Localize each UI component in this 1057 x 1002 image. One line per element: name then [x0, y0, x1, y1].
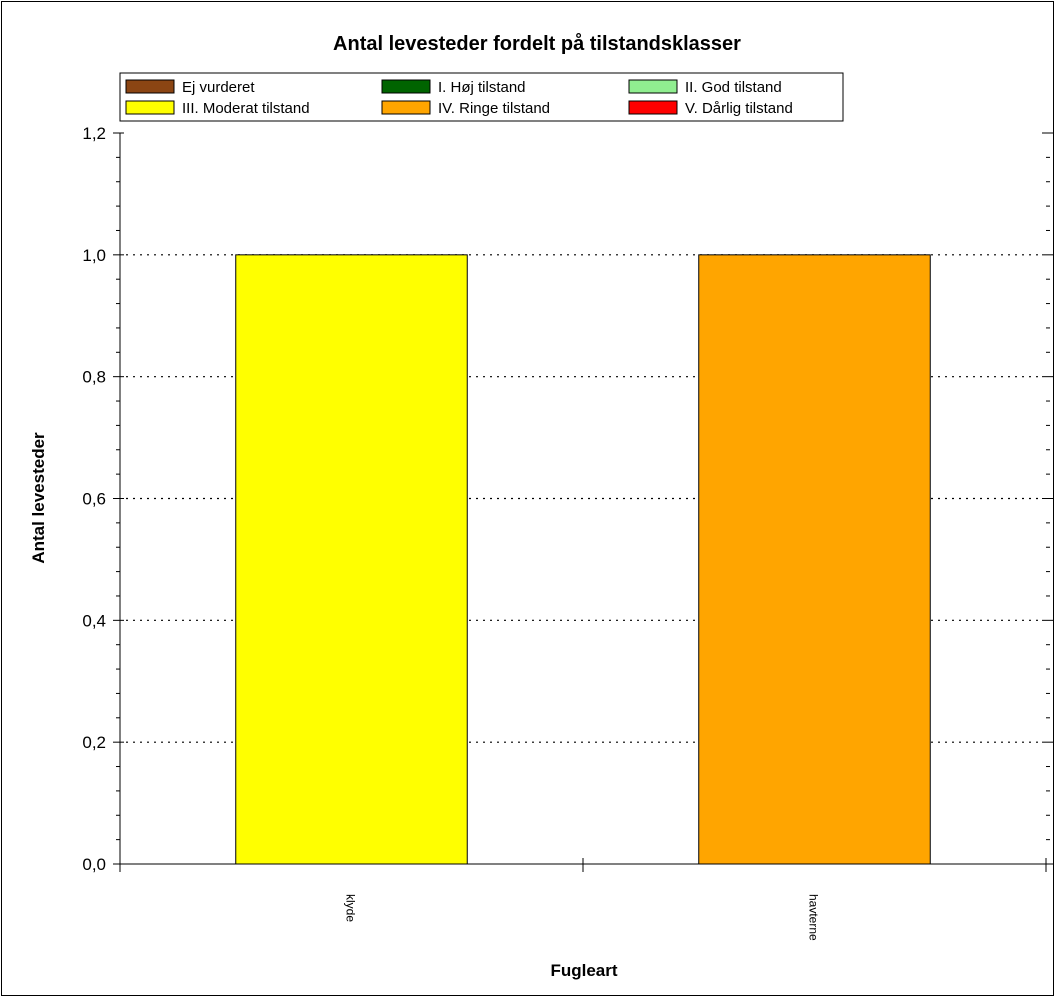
y-axis-label: Antal levesteder — [29, 432, 48, 564]
legend-swatch — [381, 100, 431, 115]
gridlines — [126, 254, 1040, 743]
legend-swatch — [125, 100, 175, 115]
legend-label: III. Moderat tilstand — [182, 100, 310, 117]
y-tick-label: 0,0 — [82, 855, 106, 874]
bar-havterne — [698, 254, 931, 865]
legend-swatch — [125, 79, 175, 94]
legend-label: IV. Ringe tilstand — [438, 100, 550, 117]
chart-title: Antal levesteder fordelt på tilstandskla… — [333, 32, 741, 55]
legend: Ej vurderet I. Høj tilstand II. God tilsta… — [119, 72, 844, 122]
legend-swatch — [628, 79, 678, 94]
legend-label: V. Dårlig tilstand — [685, 100, 793, 117]
y-tick-label: 1,2 — [82, 124, 106, 143]
bar-klyde — [235, 254, 468, 865]
legend-label: I. Høj tilstand — [438, 79, 526, 96]
y-tick-label: 0,8 — [82, 368, 106, 387]
axes: klyde havterne 0,0 0,2 0,4 0,6 0,8 1,0 1,2 — [82, 124, 1053, 941]
y-tick-label: 0,4 — [82, 611, 106, 630]
x-axis-label: Fugleart — [550, 961, 617, 980]
bars — [235, 254, 931, 865]
legend-label: Ej vurderet — [182, 79, 255, 96]
y-tick-label: 0,2 — [82, 733, 106, 752]
legend-swatch — [381, 79, 431, 94]
x-tick-label: havterne — [807, 894, 821, 941]
legend-box — [119, 72, 844, 122]
y-tick-label: 0,6 — [82, 490, 106, 509]
x-tick-label: klyde — [344, 894, 358, 922]
legend-label: II. God tilstand — [685, 79, 782, 96]
y-tick-label: 1,0 — [82, 246, 106, 265]
legend-swatch — [628, 100, 678, 115]
